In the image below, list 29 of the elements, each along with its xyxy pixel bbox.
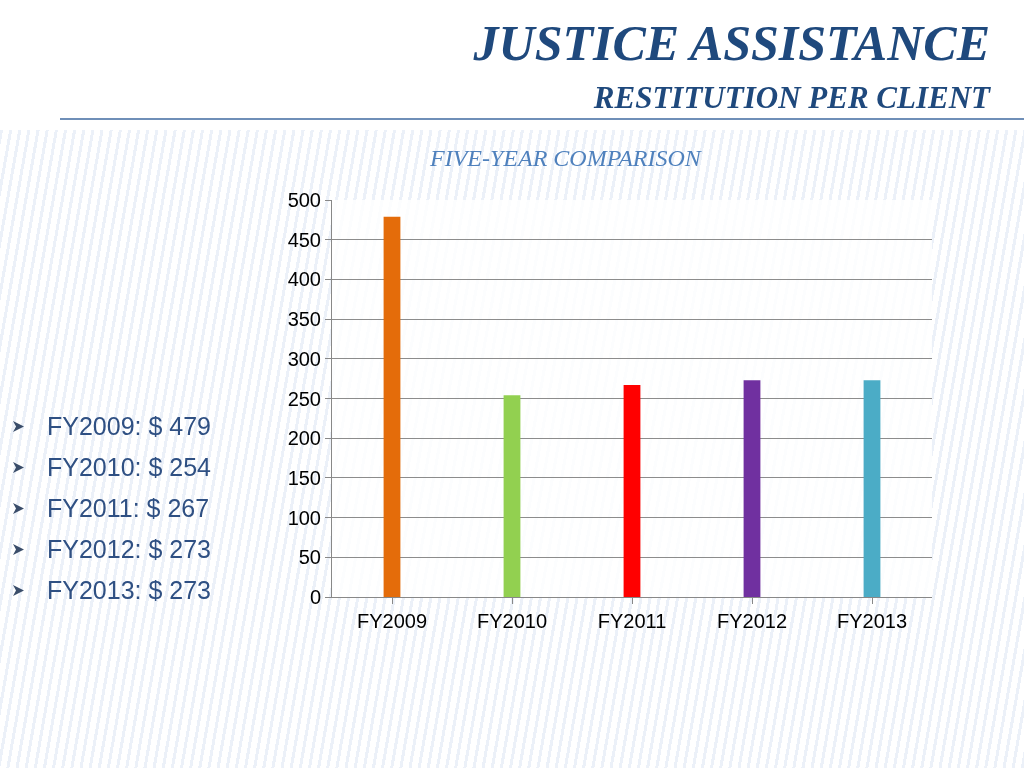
y-tick-label: 400 bbox=[287, 268, 321, 291]
text: FIVE-YEAR COMPARISON bbox=[430, 145, 701, 171]
text: FY2009: $ 479 bbox=[47, 412, 212, 441]
y-tick-label: 0 bbox=[309, 586, 321, 608]
x-tick-label: FY2011 bbox=[597, 610, 667, 632]
x-tick-label: FY2009 bbox=[356, 610, 428, 632]
y-tick-label: 150 bbox=[287, 466, 321, 489]
y-tick-label: 50 bbox=[298, 546, 321, 569]
x-tick-label: FY2013 bbox=[836, 610, 908, 632]
text: FY2012: $ 273 bbox=[47, 535, 212, 564]
bar bbox=[503, 395, 521, 597]
y-tick-label: 300 bbox=[287, 347, 321, 370]
y-tick-label: 350 bbox=[287, 308, 321, 331]
y-tick-label: 200 bbox=[287, 427, 321, 450]
bar bbox=[383, 216, 401, 597]
x-tick-label: FY2012 bbox=[716, 610, 788, 632]
chart-subtitle: RESTITUTION PER CLIENT bbox=[593, 80, 990, 115]
chart-title: JUSTICE ASSISTANCE bbox=[473, 15, 990, 71]
text: FY2010: $ 254 bbox=[47, 453, 212, 482]
bar bbox=[623, 385, 641, 597]
text: FY2011: $ 267 bbox=[47, 494, 210, 523]
y-tick-label: 100 bbox=[287, 506, 321, 529]
y-tick-label: 500 bbox=[287, 189, 321, 211]
y-tick-label: 250 bbox=[287, 387, 321, 410]
bar bbox=[863, 380, 881, 597]
bar bbox=[743, 380, 761, 597]
y-tick-label: 450 bbox=[287, 228, 321, 251]
x-tick-label: FY2010 bbox=[476, 610, 548, 632]
text: FY2013: $ 273 bbox=[47, 576, 212, 605]
